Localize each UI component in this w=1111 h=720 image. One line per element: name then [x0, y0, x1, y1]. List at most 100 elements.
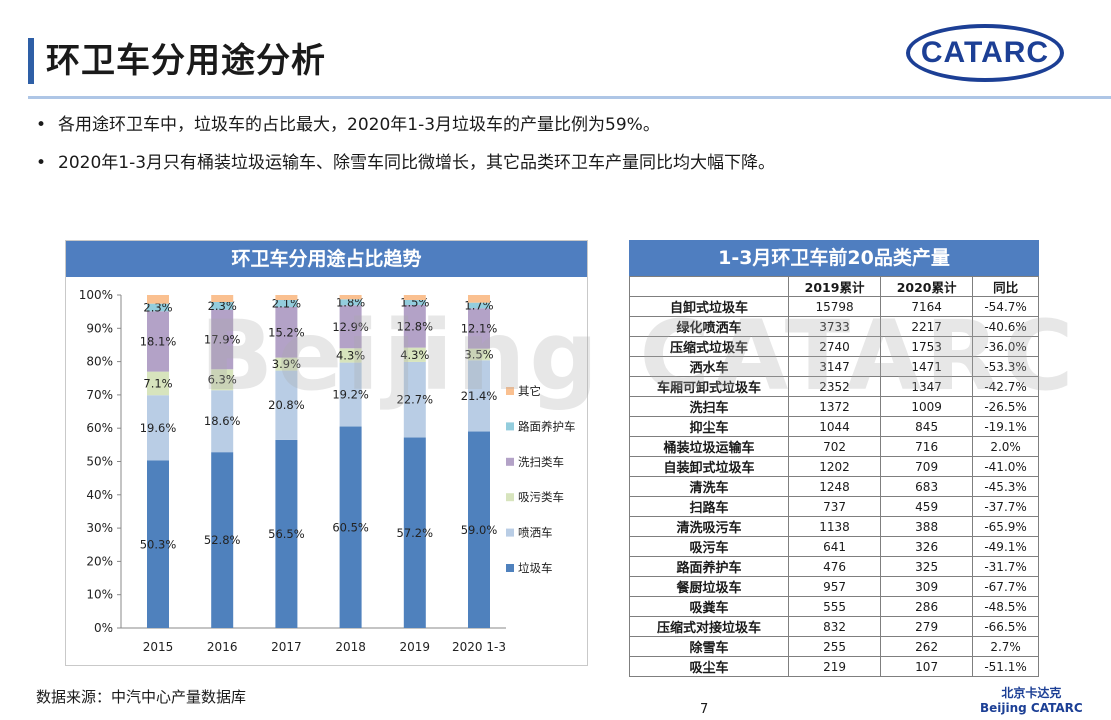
bar-segment [147, 303, 169, 312]
bar-segment [275, 299, 298, 307]
bar-segment [339, 299, 362, 306]
data-label: 3.9% [272, 357, 301, 371]
data-label: 12.8% [397, 319, 434, 333]
legend-swatch [506, 528, 514, 537]
data-label: 4.3% [336, 348, 365, 362]
row-name: 洗扫车 [628, 396, 790, 417]
table-row: 餐厨垃圾车 957 309 -67.7% [628, 576, 1039, 597]
table-row: 吸尘车 219 107 -51.1% [628, 656, 1039, 677]
row-value: 709 [880, 456, 974, 477]
bar-segment [275, 370, 298, 440]
row-name: 压缩式垃圾车 [628, 336, 790, 357]
data-label: 6.3% [208, 373, 237, 387]
row-yoy: -45.3% [972, 476, 1039, 497]
legend-label: 洗扫类车 [518, 455, 564, 469]
table-row: 压缩式对接垃圾车 832 279 -66.5% [628, 616, 1039, 637]
bar-segment [211, 452, 234, 628]
bar-segment [403, 299, 426, 305]
row-yoy: -53.3% [972, 356, 1039, 377]
legend-swatch [506, 387, 514, 395]
row-value: 219 [788, 656, 882, 677]
legend-swatch [506, 493, 514, 502]
row-value: 388 [880, 516, 974, 537]
row-value: 325 [880, 556, 974, 577]
bar-segment [275, 439, 298, 628]
y-tick-label: 80% [86, 355, 113, 369]
row-value: 1009 [880, 396, 974, 417]
data-label: 7.1% [143, 376, 172, 390]
row-name: 抑尘车 [628, 416, 790, 437]
row-yoy: -42.7% [972, 376, 1039, 397]
row-yoy: -40.6% [972, 316, 1039, 337]
row-value: 832 [788, 616, 882, 637]
bar-segment [468, 308, 490, 349]
row-value: 641 [788, 536, 882, 557]
row-value: 716 [880, 436, 974, 457]
data-label: 56.5% [268, 527, 305, 541]
table-row: 清洗车 1248 683 -45.3% [628, 476, 1039, 497]
bar-segment [403, 437, 426, 628]
bar-segment [211, 369, 234, 391]
bar-segment [211, 390, 234, 453]
data-label: 22.7% [397, 393, 434, 407]
data-label: 59.0% [461, 523, 498, 537]
row-value: 1471 [880, 356, 974, 377]
row-name: 吸粪车 [628, 596, 790, 617]
page-number: 7 [700, 702, 709, 717]
x-tick-label: 2018 [335, 640, 366, 654]
x-tick-label: 2017 [271, 640, 302, 654]
production-table: 2019累计 2020累计 同比 自卸式垃圾车 15798 7164 -54.7% 绿化… [628, 276, 1039, 677]
header-2019: 2019累计 [788, 276, 882, 297]
legend-label: 喷洒车 [518, 526, 553, 540]
bullet-2: 2020年1-3月只有桶装垃圾运输车、除雪车同比微增长，其它品类环卫车产量同比均… [36, 150, 775, 188]
table-row: 除雪车 255 262 2.7% [628, 636, 1039, 657]
data-label: 18.1% [140, 334, 177, 348]
row-value: 326 [880, 536, 974, 557]
row-name: 吸污车 [628, 536, 790, 557]
bar-segment [211, 309, 234, 370]
row-yoy: 2.7% [972, 636, 1039, 657]
row-value: 2217 [880, 316, 974, 337]
row-name: 除雪车 [628, 636, 790, 657]
legend-label: 垃圾车 [518, 561, 553, 575]
bar-segment [147, 460, 169, 628]
row-value: 1248 [788, 476, 882, 497]
page-title: 环卫车分用途分析 [46, 41, 326, 81]
bar-segment [468, 431, 490, 628]
row-value: 2352 [788, 376, 882, 397]
data-label: 19.2% [332, 388, 369, 402]
legend-swatch [506, 457, 514, 466]
row-name: 路面养护车 [628, 556, 790, 577]
row-name: 清洗车 [628, 476, 790, 497]
table-row: 绿化喷洒车 3733 2217 -40.6% [628, 316, 1039, 337]
row-value: 845 [880, 416, 974, 437]
y-tick-label: 70% [86, 388, 113, 402]
row-value: 737 [788, 496, 882, 517]
stacked-bar-chart: 0% 10% 20% 30% 40% 50% 60% 70% 80% 90% 100% 50.3% 19… [79, 288, 576, 654]
bar-segment [147, 295, 169, 304]
catarc-logo: CATARC [906, 24, 1064, 82]
chart-panel-title: 环卫车分用途占比趋势 [66, 241, 587, 277]
row-name: 吸尘车 [628, 656, 790, 677]
row-value: 459 [880, 496, 974, 517]
data-label: 52.8% [204, 533, 241, 547]
row-yoy: -51.1% [972, 656, 1039, 677]
table-row: 桶装垃圾运输车 702 716 2.0% [628, 436, 1039, 457]
row-name: 压缩式对接垃圾车 [628, 616, 790, 637]
bar-segment [147, 395, 169, 461]
data-label: 12.1% [461, 321, 498, 335]
bar-segment [403, 304, 426, 348]
y-tick-label: 50% [86, 455, 113, 469]
title-divider [28, 96, 1111, 99]
table-row: 自卸式垃圾车 15798 7164 -54.7% [628, 296, 1039, 317]
row-name: 餐厨垃圾车 [628, 576, 790, 597]
row-name: 车厢可卸式垃圾车 [628, 376, 790, 397]
data-label: 57.2% [397, 526, 434, 540]
chart-panel: 环卫车分用途占比趋势 0% 10% 20% 30% 40% 50% 60% 70% 80% 90%… [65, 240, 588, 666]
table-row: 车厢可卸式垃圾车 2352 1347 -42.7% [628, 376, 1039, 397]
row-value: 7164 [880, 296, 974, 317]
bar-segment [147, 311, 169, 372]
bar-segment [275, 295, 298, 300]
data-source: 数据来源：中汽中心产量数据库 [36, 688, 247, 706]
y-tick-label: 60% [86, 421, 113, 435]
